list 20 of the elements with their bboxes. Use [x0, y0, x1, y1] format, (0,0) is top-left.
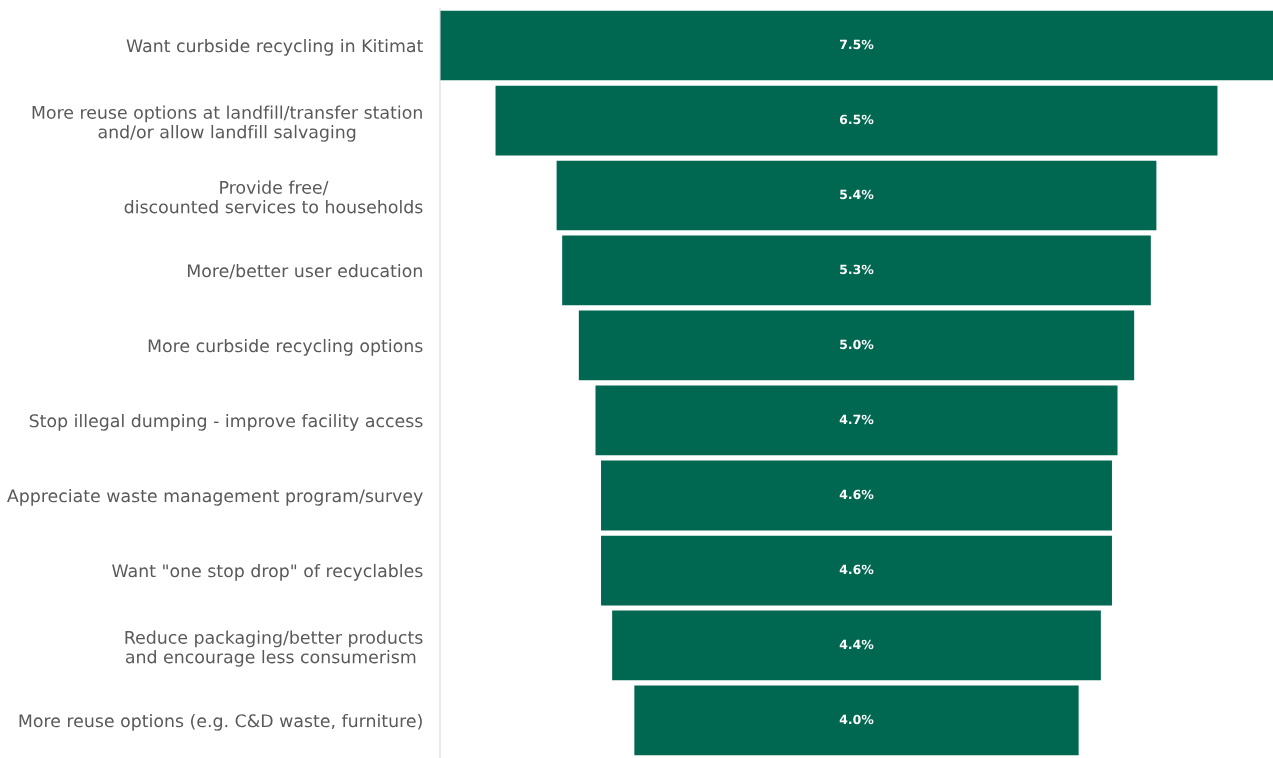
data-label: 5.3%	[840, 264, 874, 275]
category-label: Appreciate waste management program/survey	[7, 488, 423, 506]
category-label: Want curbside recycling in Kitimat	[126, 38, 423, 56]
category-label: Stop illegal dumping - improve facility access	[29, 413, 423, 431]
category-label: More curbside recycling options	[148, 338, 423, 356]
data-label: 4.4%	[839, 639, 874, 650]
data-label: 4.6%	[839, 564, 874, 575]
data-label: 6.5%	[839, 114, 874, 125]
category-label: More reuse options (e.g. C&D waste, furniture)	[19, 713, 422, 731]
data-label: 4.0%	[839, 714, 874, 725]
category-label: Want "one stop drop" of recyclables	[112, 563, 423, 581]
category-label: More/better user education	[187, 263, 422, 279]
data-label: 5.0%	[840, 339, 874, 350]
category-label: More reuse options at landfill/transfer station and/or allow landfill salvaging	[32, 105, 422, 142]
category-label: Reduce packaging/better products and encourage less consumerism	[125, 630, 423, 667]
data-label: 5.4%	[840, 189, 874, 200]
category-label: Provide free/ discounted services to households	[124, 180, 423, 214]
data-label: 4.6%	[839, 489, 874, 500]
data-label: 7.5%	[840, 39, 874, 50]
data-label: 4.7%	[839, 414, 874, 425]
